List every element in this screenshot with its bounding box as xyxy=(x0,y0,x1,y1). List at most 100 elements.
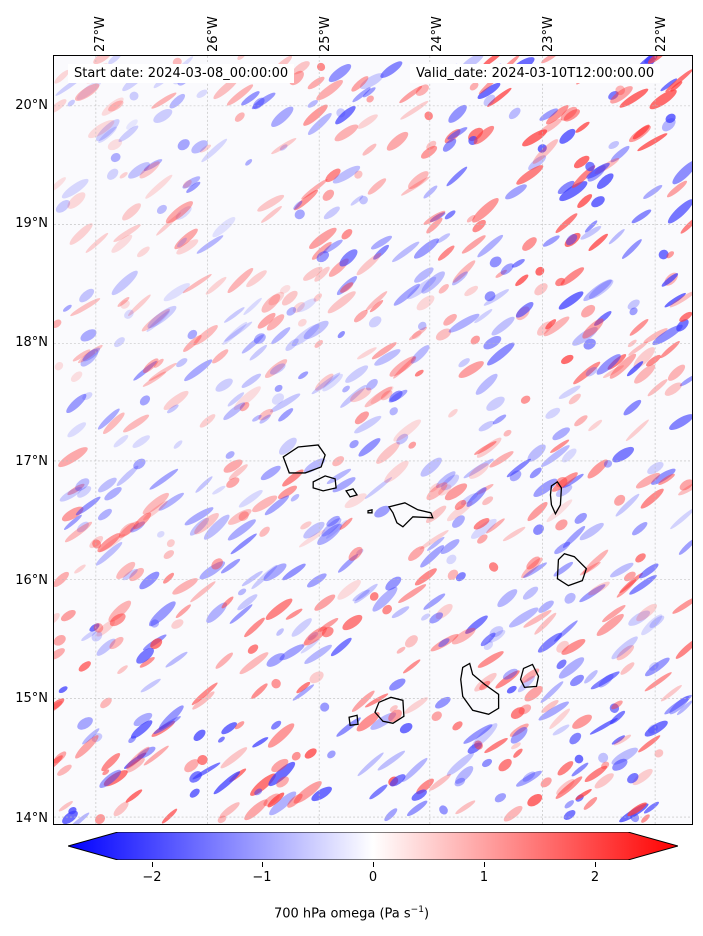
omega-streak xyxy=(369,300,384,313)
omega-streak xyxy=(110,152,121,163)
omega-streak xyxy=(54,362,64,371)
omega-streak xyxy=(97,533,121,553)
omega-streak xyxy=(301,178,328,200)
omega-streak xyxy=(527,794,543,807)
omega-streak xyxy=(370,235,393,250)
omega-streak xyxy=(237,594,258,611)
omega-streak xyxy=(321,626,334,638)
omega-streak xyxy=(489,626,504,638)
omega-streak xyxy=(109,613,126,627)
omega-streak xyxy=(323,239,343,254)
omega-streak xyxy=(429,212,446,223)
omega-streak xyxy=(410,345,430,364)
omega-streak xyxy=(193,729,206,742)
omega-streak xyxy=(224,321,253,342)
omega-streak xyxy=(371,342,397,360)
omega-streak xyxy=(384,808,398,822)
omega-streak xyxy=(307,112,332,135)
omega-streak xyxy=(435,603,453,620)
island-outline xyxy=(345,488,359,498)
omega-streak xyxy=(239,402,250,412)
omega-streak xyxy=(285,608,303,620)
omega-streak xyxy=(611,735,625,745)
omega-streak xyxy=(623,571,636,582)
omega-streak xyxy=(610,145,630,163)
omega-streak xyxy=(546,499,573,523)
omega-streak xyxy=(234,112,245,122)
omega-streak xyxy=(497,589,518,608)
omega-streak xyxy=(279,144,288,151)
omega-streak xyxy=(315,373,334,391)
omega-streak xyxy=(336,717,361,737)
omega-streak xyxy=(171,619,184,629)
omega-streak xyxy=(100,697,112,709)
omega-streak xyxy=(474,672,497,692)
omega-streak xyxy=(368,316,382,328)
omega-streak xyxy=(575,789,592,800)
omega-streak xyxy=(523,562,547,578)
omega-streak xyxy=(583,338,596,350)
omega-streak xyxy=(172,578,198,595)
omega-streak xyxy=(638,735,661,753)
omega-streak xyxy=(477,234,504,258)
omega-streak xyxy=(271,393,284,405)
omega-streak xyxy=(602,365,624,378)
omega-streak xyxy=(54,751,67,764)
omega-streak xyxy=(440,539,460,555)
omega-streak xyxy=(643,801,659,814)
omega-streak xyxy=(446,501,473,522)
omega-streak xyxy=(79,288,95,303)
omega-streak xyxy=(401,176,430,196)
omega-streak xyxy=(643,184,663,199)
island-outline xyxy=(549,480,563,516)
omega-streak xyxy=(342,614,363,631)
omega-streak xyxy=(561,354,574,365)
omega-streak xyxy=(608,141,620,150)
lat-label: 20°N xyxy=(15,98,48,113)
omega-streak xyxy=(143,745,169,766)
omega-streak xyxy=(66,393,87,414)
omega-streak xyxy=(322,373,343,392)
omega-streak xyxy=(217,815,227,824)
omega-streak xyxy=(263,793,280,807)
colorbar-tick xyxy=(484,862,485,867)
omega-streak xyxy=(430,633,459,652)
omega-streak xyxy=(471,723,498,749)
omega-streak xyxy=(631,209,652,224)
omega-streak xyxy=(572,714,592,729)
omega-streak xyxy=(587,459,608,479)
omega-streak xyxy=(489,451,514,468)
omega-streak xyxy=(129,91,139,101)
omega-streak xyxy=(541,56,559,64)
omega-streak xyxy=(646,354,661,367)
omega-streak xyxy=(94,814,106,824)
island-outline xyxy=(282,444,326,474)
omega-streak xyxy=(364,477,393,499)
omega-streak xyxy=(435,328,452,341)
omega-streak xyxy=(128,162,150,179)
omega-streak xyxy=(323,206,340,220)
omega-streak xyxy=(314,594,336,611)
omega-streak xyxy=(228,464,248,481)
lon-label: 24°W xyxy=(430,16,445,52)
omega-streak xyxy=(120,299,130,309)
omega-streak xyxy=(111,234,133,253)
lat-label: 14°N xyxy=(15,811,48,826)
omega-streak xyxy=(254,788,263,796)
omega-streak xyxy=(552,427,570,441)
lon-label: 23°W xyxy=(541,16,556,52)
omega-streak xyxy=(243,297,262,316)
omega-streak xyxy=(266,653,285,667)
omega-streak xyxy=(54,177,66,192)
omega-streak xyxy=(558,657,585,679)
omega-streak xyxy=(528,155,547,171)
omega-streak xyxy=(541,700,559,713)
omega-streak xyxy=(165,651,188,668)
omega-streak xyxy=(392,241,420,263)
omega-streak xyxy=(511,742,521,750)
colorbar-tick xyxy=(152,862,153,867)
omega-streak xyxy=(579,584,606,603)
omega-streak xyxy=(303,104,328,126)
omega-streak xyxy=(143,358,159,373)
omega-streak xyxy=(555,213,578,234)
